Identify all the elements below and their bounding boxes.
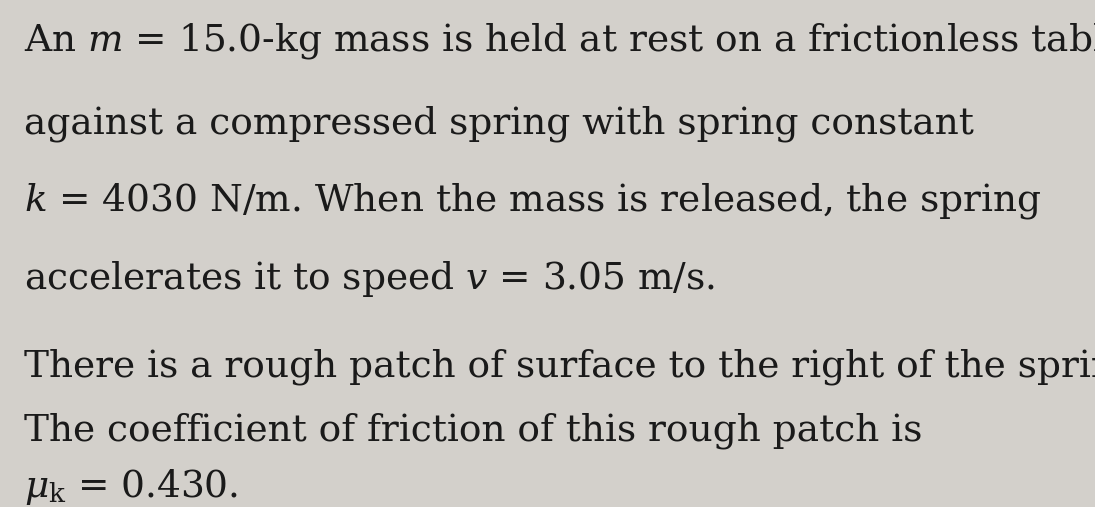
Text: against a compressed spring with spring constant: against a compressed spring with spring … bbox=[24, 105, 973, 142]
Text: The coefficient of friction of this rough patch is: The coefficient of friction of this roug… bbox=[24, 412, 922, 449]
Text: accelerates it to speed $v$ = 3.05 m/s.: accelerates it to speed $v$ = 3.05 m/s. bbox=[24, 259, 715, 299]
Text: An $m$ = 15.0-kg mass is held at rest on a frictionless table: An $m$ = 15.0-kg mass is held at rest on… bbox=[24, 21, 1095, 61]
Text: $\mu_\mathrm{k}$ = 0.430.: $\mu_\mathrm{k}$ = 0.430. bbox=[24, 467, 239, 507]
Text: There is a rough patch of surface to the right of the spring.: There is a rough patch of surface to the… bbox=[24, 349, 1095, 385]
Text: $k$ = 4030 N/m. When the mass is released, the spring: $k$ = 4030 N/m. When the mass is release… bbox=[24, 180, 1041, 221]
